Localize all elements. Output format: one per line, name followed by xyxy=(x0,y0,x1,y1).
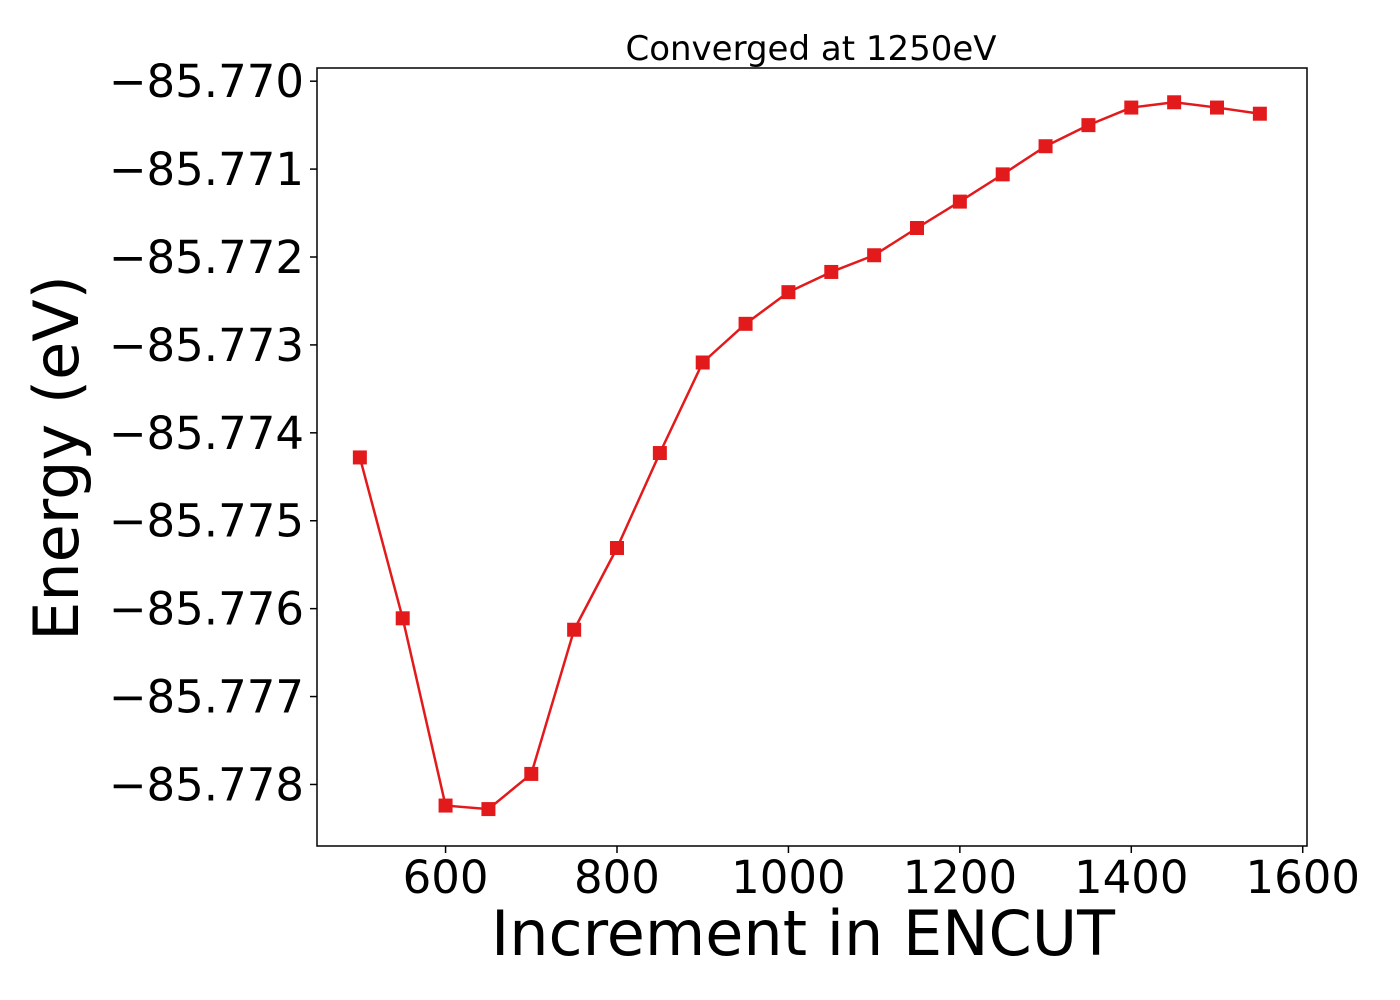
data-point-marker xyxy=(781,285,796,300)
y-tick-label: −85.778 xyxy=(109,758,304,811)
data-point-marker xyxy=(738,316,753,331)
series-layer xyxy=(352,95,1267,817)
data-point-marker xyxy=(438,798,453,813)
series-line xyxy=(358,101,1261,811)
y-tick-label: −85.771 xyxy=(109,143,304,196)
data-point-marker xyxy=(610,540,624,555)
data-point-marker xyxy=(1167,95,1182,110)
chart-title: Converged at 1250eV xyxy=(625,29,996,69)
y-tick-label: −85.776 xyxy=(109,583,304,636)
y-tick-label: −85.770 xyxy=(109,55,304,108)
y-tick-label: −85.772 xyxy=(109,231,304,284)
x-tick-label: 800 xyxy=(574,851,660,904)
x-axis-ticks: 600 800 1000 1200 1400 1600 xyxy=(403,846,1360,904)
data-point-marker xyxy=(952,194,967,209)
data-point-marker xyxy=(352,450,367,465)
x-tick-label: 1200 xyxy=(903,851,1018,904)
data-point-marker xyxy=(1124,100,1139,115)
data-point-marker xyxy=(995,167,1010,182)
y-tick-label: −85.777 xyxy=(109,671,304,724)
data-point-marker xyxy=(1081,118,1096,133)
data-point-marker xyxy=(910,221,924,235)
data-point-marker xyxy=(695,355,710,370)
x-tick-label: 1400 xyxy=(1074,851,1189,904)
data-point-marker xyxy=(567,622,582,637)
x-tick-label: 1000 xyxy=(731,851,846,904)
data-point-marker xyxy=(1252,106,1267,121)
y-tick-label: −85.775 xyxy=(109,495,304,548)
data-point-marker xyxy=(1210,100,1224,115)
y-tick-label: −85.774 xyxy=(109,407,304,460)
plot-area xyxy=(316,67,1308,847)
plot-frame xyxy=(316,67,1308,847)
data-point-marker xyxy=(524,766,539,781)
y-tick-label: −85.773 xyxy=(109,319,304,372)
x-axis-label: Increment in ENCUT xyxy=(491,897,1116,970)
data-point-marker xyxy=(1038,139,1053,154)
data-point-marker xyxy=(652,446,667,461)
x-tick-label: 1600 xyxy=(1245,851,1360,904)
y-axis-label: Energy (eV) xyxy=(20,275,93,641)
x-tick-label: 600 xyxy=(403,851,489,904)
data-point-marker xyxy=(824,264,839,279)
data-point-marker xyxy=(395,611,410,626)
data-point-marker xyxy=(867,248,882,263)
y-axis-ticks: −85.770 −85.771 −85.772 −85.773 −85.774 −85.7… xyxy=(109,55,317,811)
data-point-marker xyxy=(481,802,496,817)
